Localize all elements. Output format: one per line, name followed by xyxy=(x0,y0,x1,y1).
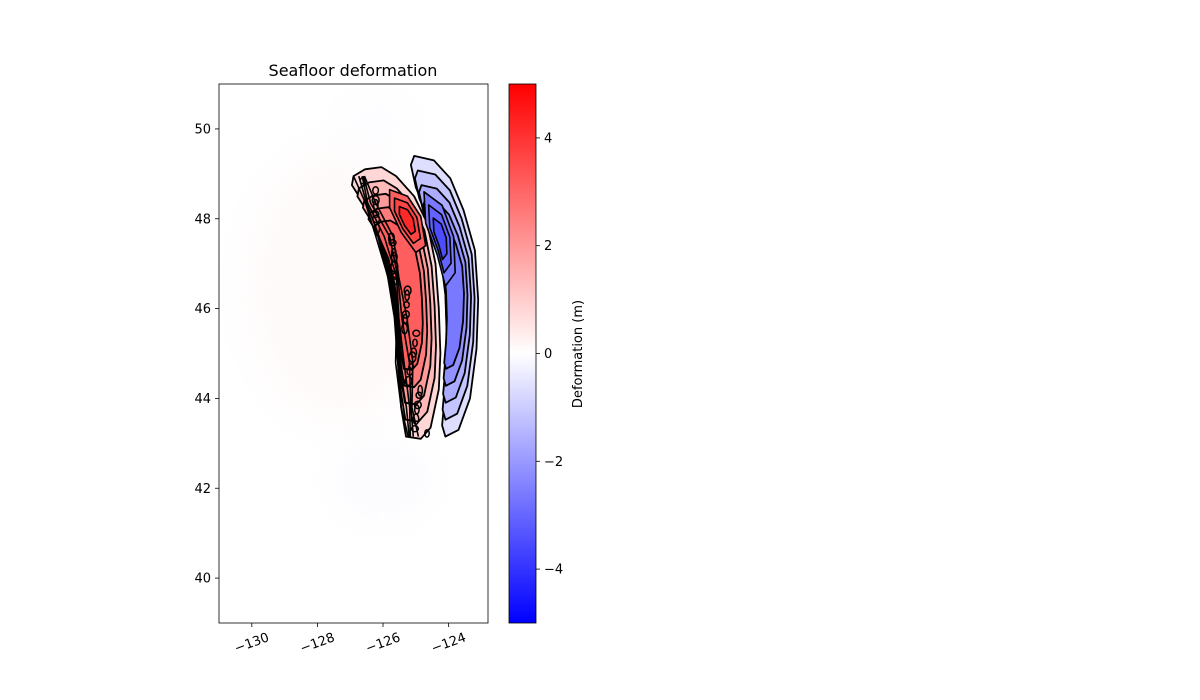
trench-contour-blob xyxy=(424,428,430,438)
colorbar xyxy=(509,84,536,623)
trench-contour-line xyxy=(352,175,409,437)
trench-contour-blob xyxy=(402,301,411,309)
background-subsidence-halo xyxy=(333,439,434,520)
trench-contour-blob xyxy=(406,366,414,376)
trench-contour-line xyxy=(361,175,412,437)
y-tick-label: 48 xyxy=(194,212,211,227)
trench-contour-line xyxy=(363,175,420,437)
trench-contour-blob xyxy=(408,363,415,371)
y-tick-label: 42 xyxy=(194,482,211,497)
trench-contour-blob xyxy=(390,260,399,273)
y-axis: 40 42 44 46 48 50 xyxy=(194,122,219,587)
trench-contour-blob xyxy=(417,384,424,397)
colorbar-axis: −4 −2 0 2 4 xyxy=(536,131,563,578)
colorbar-tick-label: −2 xyxy=(544,455,563,470)
trench-contour-blob xyxy=(391,272,398,281)
x-tick-label: −124 xyxy=(429,630,468,656)
trench-contour-blob xyxy=(410,424,420,433)
x-axis: −130 −128 −126 −124 xyxy=(233,623,468,657)
trench-contour-blob xyxy=(401,322,409,335)
plot-frame xyxy=(218,83,489,624)
x-tick-label: −126 xyxy=(364,630,403,656)
colorbar-tick-label: 4 xyxy=(544,131,552,146)
colorbar-tick-label: 0 xyxy=(544,347,552,362)
trench-contour-blob xyxy=(374,223,381,234)
trench-contour-blob xyxy=(372,214,381,224)
trench-contour-blob xyxy=(412,413,420,425)
trench-contour-line xyxy=(358,175,410,437)
y-tick-label: 44 xyxy=(194,392,211,407)
trench-contour-blob xyxy=(413,400,422,410)
trench-contour-blob xyxy=(387,232,396,245)
trench-contour-blob xyxy=(359,177,366,185)
trench-contour-blob xyxy=(408,351,417,363)
colorbar-label: Deformation (m) xyxy=(571,300,586,408)
trench-contour-blob xyxy=(372,210,380,219)
trench-contour-blob xyxy=(415,391,423,399)
trench-contour-blob xyxy=(401,309,411,319)
chart-title: Seafloor deformation xyxy=(269,61,438,80)
uplift-core-contour-3 xyxy=(398,205,417,236)
y-tick-label: 46 xyxy=(194,302,211,317)
subsidence-core xyxy=(423,191,457,287)
trench-contour-blob xyxy=(403,285,412,296)
trench-contour-blob xyxy=(404,375,413,387)
uplift-core xyxy=(388,188,427,254)
trench-contour-blob xyxy=(412,329,421,338)
colorbar-tick-label: 2 xyxy=(544,239,552,254)
colorbar-tick-label: −4 xyxy=(544,563,563,578)
x-tick-label: −128 xyxy=(298,630,337,656)
trench-contour-blob xyxy=(404,289,411,302)
deformation-field xyxy=(245,96,480,520)
trench-contour-blob xyxy=(388,239,397,247)
trench-contour-blob xyxy=(412,338,418,348)
trench-contour-blob xyxy=(371,194,380,206)
x-tick-label: −130 xyxy=(233,630,272,656)
trench-contour-blob xyxy=(372,185,380,195)
y-tick-label: 40 xyxy=(194,572,211,587)
trench-contour-blob xyxy=(372,198,379,211)
subsidence-core-contour-3 xyxy=(432,217,448,261)
trench-edge-contours xyxy=(352,175,430,438)
background-north-halo xyxy=(336,96,417,153)
trench-contour-blob xyxy=(391,276,399,286)
y-tick-label: 50 xyxy=(194,122,211,137)
